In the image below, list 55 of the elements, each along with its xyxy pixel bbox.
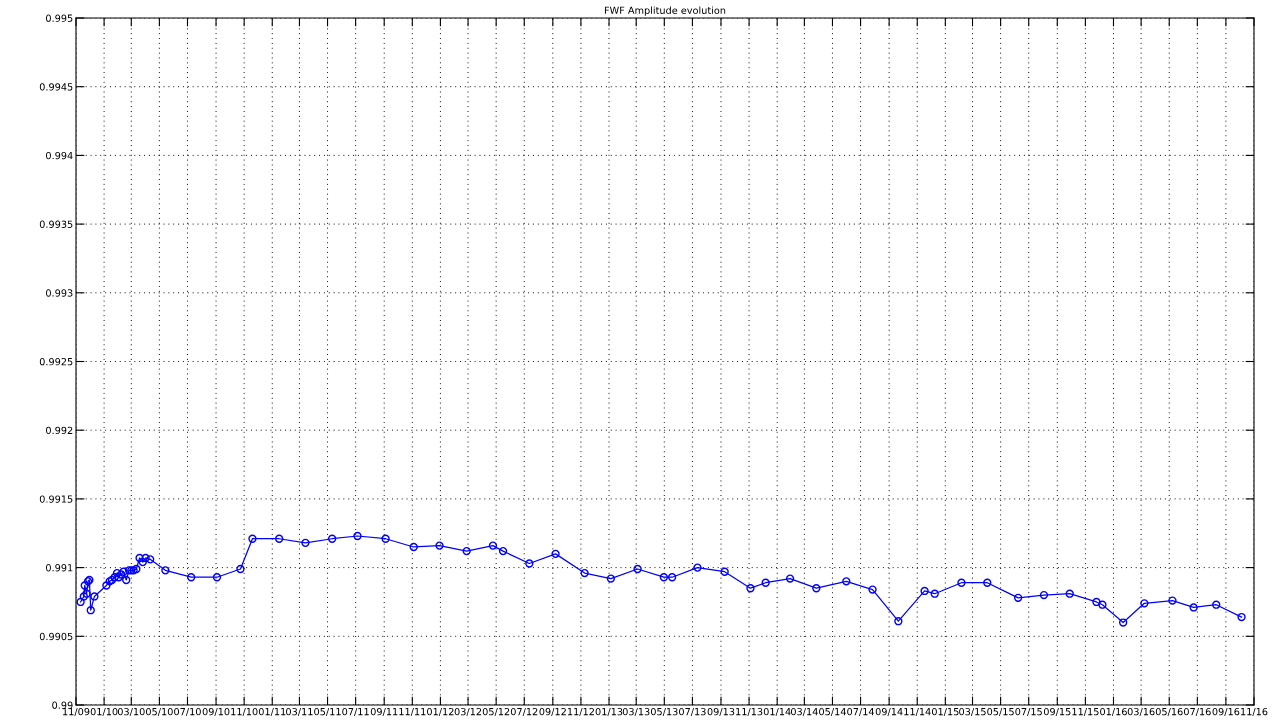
x-tick-label: 01/12	[427, 707, 454, 717]
x-tick-label: 03/13	[622, 707, 650, 717]
x-tick-label: 11/16	[1241, 707, 1268, 717]
y-tick-label: 0.9905	[39, 632, 73, 641]
x-tick-label: 11/10	[231, 707, 258, 717]
x-tick-label: 01/16	[1100, 707, 1127, 717]
x-tick-label: 09/10	[202, 707, 230, 717]
y-tick-label: 0.9925	[39, 357, 73, 366]
y-tick-label: 0.9915	[39, 495, 73, 503]
chart-title: FWF Amplitude evolution	[604, 6, 726, 16]
x-tick-label: 03/15	[959, 707, 986, 717]
y-tick-label: 0.9935	[39, 220, 73, 228]
x-tick-label: 01/15	[931, 707, 959, 717]
x-tick-label: 11/11	[399, 708, 426, 717]
x-tick-label: 05/16	[1155, 707, 1183, 717]
x-tick-label: 01/10	[90, 707, 118, 717]
x-tick-label: 09/14	[875, 707, 903, 717]
x-tick-label: 09/15	[1043, 707, 1071, 717]
x-tick-label: 05/10	[146, 707, 173, 717]
x-tick-label: 11/12	[567, 707, 594, 717]
y-tick-label: 0.994	[46, 151, 73, 160]
x-tick-label: 03/12	[454, 707, 482, 717]
x-tick-label: 09/13	[707, 707, 735, 717]
x-tick-label: 03/10	[117, 707, 145, 717]
x-tick-label: 03/11	[286, 707, 313, 717]
y-tick-label: 0.993	[46, 289, 73, 297]
y-tick-label: 0.995	[46, 14, 73, 22]
x-tick-label: 05/13	[650, 707, 678, 717]
y-tick-label: 0.991	[46, 564, 73, 572]
x-tick-label: 07/11	[342, 707, 369, 717]
x-tick-label: 09/11	[370, 707, 398, 717]
x-tick-label: 11/09	[63, 707, 90, 717]
x-tick-label: 09/12	[539, 707, 566, 717]
x-tick-label: 07/12	[510, 707, 538, 717]
x-tick-label: 11/13	[736, 707, 763, 717]
x-tick-label: 01/13	[595, 707, 623, 717]
x-tick-label: 07/10	[174, 707, 201, 717]
x-tick-label: 07/14	[847, 707, 875, 717]
x-tick-label: 05/15	[987, 707, 1014, 717]
x-tick-label: 03/16	[1127, 707, 1155, 717]
y-tick-label: 0.992	[46, 426, 73, 435]
x-tick-label: 07/16	[1183, 707, 1211, 717]
x-tick-label: 07/15	[1015, 707, 1042, 717]
x-tick-label: 05/11	[314, 707, 341, 717]
x-tick-label: 01/11	[258, 707, 286, 717]
x-tick-label: 11/15	[1072, 708, 1099, 717]
x-tick-label: 01/14	[763, 707, 791, 717]
x-tick-label: 07/13	[679, 707, 706, 717]
x-tick-label: 11/14	[904, 708, 931, 717]
x-tick-label: 03/14	[790, 707, 818, 717]
x-tick-label: 05/14	[819, 707, 846, 717]
y-tick-label: 0.9945	[39, 83, 73, 91]
x-tick-label: 09/16	[1212, 707, 1240, 717]
y-tick-label: 0.99	[52, 701, 73, 709]
x-tick-label: 05/12	[482, 707, 510, 717]
